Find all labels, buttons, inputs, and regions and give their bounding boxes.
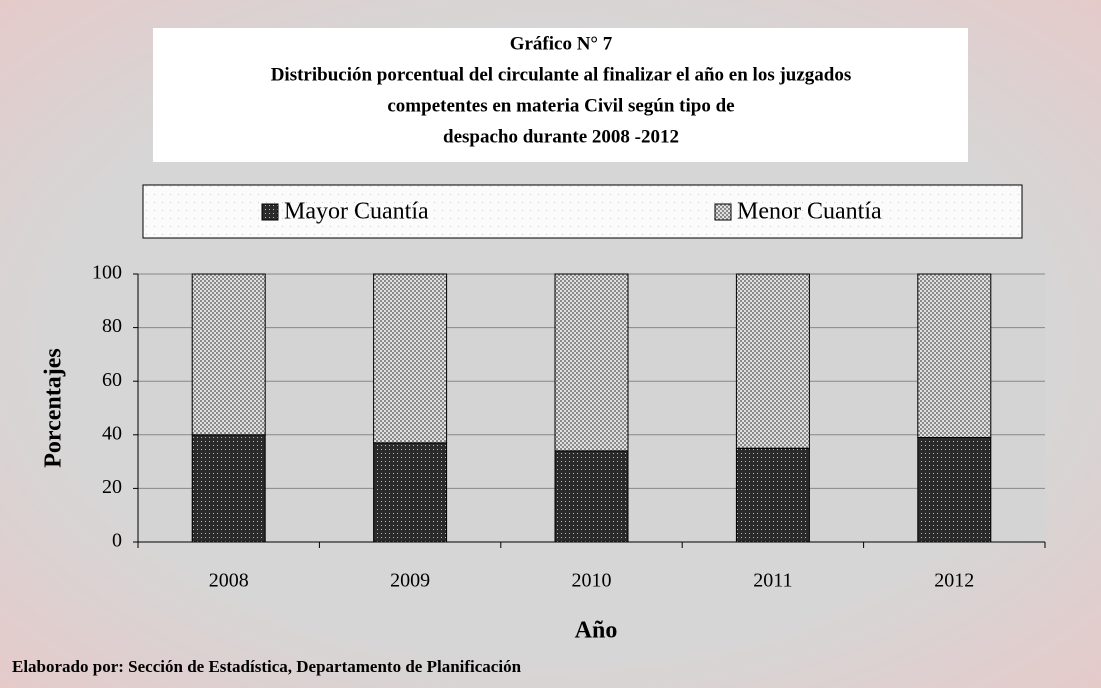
x-tick-label: 2008 xyxy=(209,570,249,592)
bar-segment xyxy=(373,273,448,444)
source-note: Elaborado por: Sección de Estadística, D… xyxy=(12,657,522,676)
chart-title: Distribución porcentual del circulante a… xyxy=(271,64,852,85)
y-tick-label: 40 xyxy=(102,422,122,444)
bar-segment xyxy=(191,434,266,543)
y-tick-label: 60 xyxy=(102,369,122,391)
y-tick-label: 20 xyxy=(102,476,122,498)
bar-segment xyxy=(554,450,629,543)
bar-segment xyxy=(191,273,266,436)
y-axis-label: Porcentajes xyxy=(41,348,67,468)
bar-segment xyxy=(917,273,992,438)
bar-segment xyxy=(373,442,448,543)
legend-swatch xyxy=(261,203,279,221)
legend-swatch xyxy=(714,203,732,221)
x-tick-label: 2012 xyxy=(934,570,974,592)
y-tick-label: 0 xyxy=(112,530,122,552)
x-tick-label: 2010 xyxy=(572,570,612,592)
x-tick-label: 2011 xyxy=(753,570,792,592)
legend-label: Mayor Cuantía xyxy=(284,199,429,225)
title-box xyxy=(153,28,968,162)
x-tick-label: 2009 xyxy=(390,570,430,592)
bar-segment xyxy=(735,273,810,449)
chart-title: despacho durante 2008 -2012 xyxy=(443,126,679,147)
y-tick-label: 100 xyxy=(92,262,122,284)
legend-box xyxy=(142,184,1023,239)
chart-title: Gráfico N° 7 xyxy=(510,33,613,54)
bar-segment xyxy=(554,273,629,452)
y-tick-label: 80 xyxy=(102,315,122,337)
bar-segment xyxy=(917,436,992,543)
x-axis-label: Año xyxy=(575,618,618,644)
chart-title: competentes en materia Civil según tipo … xyxy=(387,95,734,116)
bar-segment xyxy=(735,447,810,543)
legend-label: Menor Cuantía xyxy=(737,199,882,225)
